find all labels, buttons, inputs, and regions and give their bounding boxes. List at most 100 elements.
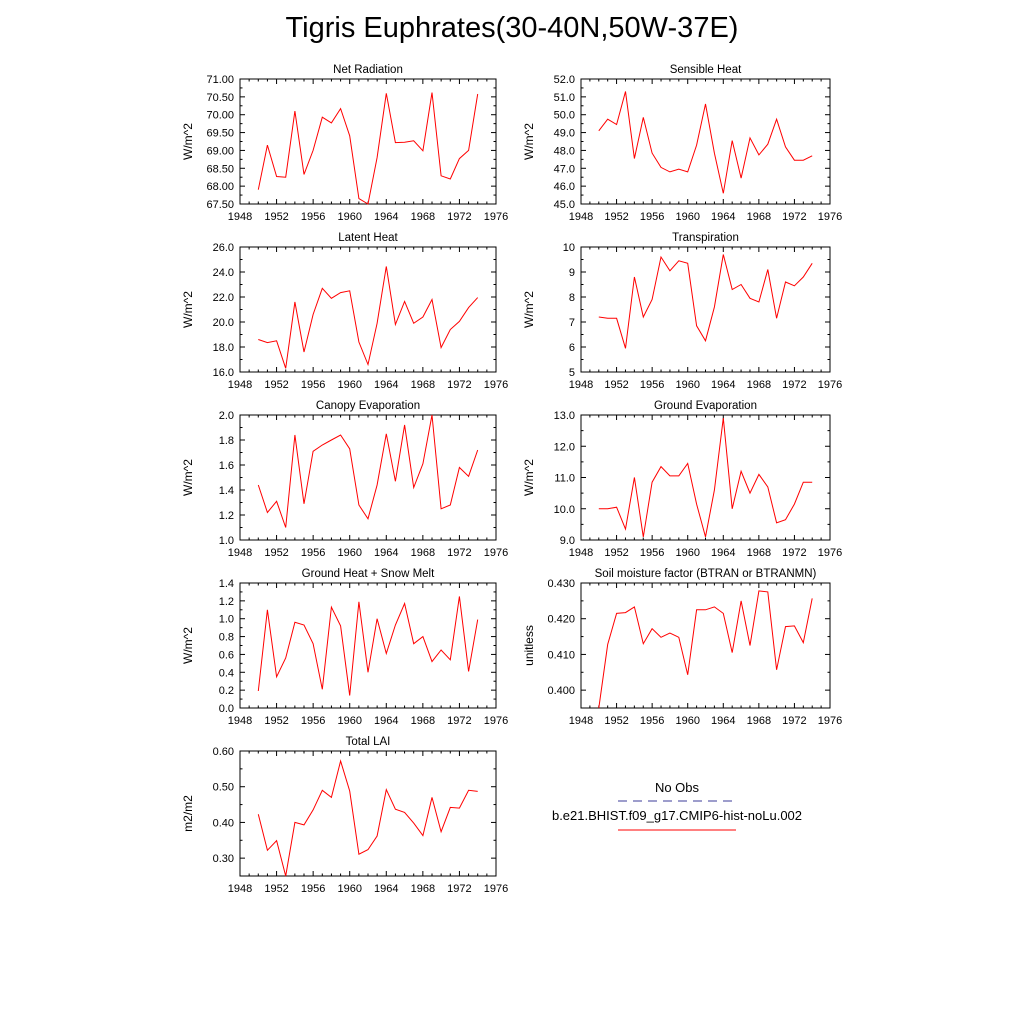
y-tick-label: 1.8 [219,435,234,447]
plot-frame [239,582,497,709]
y-tick-label: 1.6 [219,460,234,472]
y-tick-label: 70.00 [206,110,234,122]
y-tick-label: 1.0 [219,535,234,547]
y-tick-label: 0.30 [213,853,234,865]
x-tick-label: 1976 [818,211,842,223]
x-tick-label: 1948 [228,547,252,559]
panel-3: Latent Heat W/m^2 1948 1952 1956 1960 1964 1968… [181,232,508,391]
y-tick-label: 12.0 [554,441,575,453]
x-tick-label: 1968 [411,379,435,391]
panel-title: Sensible Heat [670,64,742,76]
panel-9: Total LAI m2/m2 1948 1952 1956 1960 1964 1968 19… [181,736,508,895]
x-tick-label: 1960 [337,883,361,895]
y-tick-label: 11.0 [554,473,575,485]
y-tick-label: 1.4 [219,578,234,590]
series-line [598,590,813,709]
y-tick-label: 47.0 [554,163,575,175]
y-tick-label: 0.6 [219,649,234,661]
y-tick-label: 48.0 [554,145,575,157]
plot-frame [239,750,497,877]
x-tick-label: 1948 [569,547,593,559]
y-tick-label: 52.0 [554,74,575,86]
legend: No Obs b.e21.BHIST.f09_g17.CMIP6-hist-no… [552,780,802,831]
x-tick-label: 1964 [374,211,398,223]
x-tick-label: 1964 [374,883,398,895]
x-tick-label: 1972 [782,547,806,559]
x-tick-label: 1960 [337,379,361,391]
x-tick-label: 1952 [604,379,628,391]
series-line [257,414,479,528]
x-tick-label: 1952 [264,547,288,559]
y-tick-label: 51.0 [554,92,575,104]
x-tick-label: 1964 [711,715,735,727]
y-axis-label: m2/m2 [181,795,195,832]
x-tick-label: 1952 [264,211,288,223]
y-tick-label: 1.2 [219,510,234,522]
panel-title: Latent Heat [338,232,398,244]
x-tick-label: 1976 [484,883,508,895]
x-tick-label: 1968 [411,547,435,559]
y-axis-label: W/m^2 [181,459,195,496]
panel-title: Soil moisture factor (BTRAN or BTRANMN) [595,568,817,580]
panel-title: Total LAI [346,736,391,748]
x-tick-label: 1968 [411,211,435,223]
y-tick-label: 9 [569,267,575,279]
y-tick-label: 49.0 [554,128,575,140]
y-axis-label: W/m^2 [522,123,536,160]
y-tick-label: 0.420 [547,614,575,626]
x-tick-label: 1956 [301,547,325,559]
plot-frame [580,582,831,709]
x-tick-label: 1972 [782,715,806,727]
panel-title: Transpiration [672,232,739,244]
y-tick-label: 67.50 [206,199,234,211]
series-line [257,92,479,205]
y-tick-label: 20.0 [213,317,234,329]
x-tick-label: 1968 [747,547,771,559]
y-tick-label: 9.0 [560,535,575,547]
panel-7: Ground Heat + Snow Melt W/m^2 1948 1952 1956… [181,568,508,727]
panel-8: Soil moisture factor (BTRAN or BTRANMN) u… [522,568,842,727]
x-tick-label: 1960 [675,547,699,559]
x-tick-label: 1964 [374,547,398,559]
x-tick-label: 1956 [640,547,664,559]
y-tick-label: 26.0 [213,242,234,254]
y-axis-label: W/m^2 [181,291,195,328]
x-tick-label: 1964 [374,379,398,391]
x-tick-label: 1960 [675,379,699,391]
y-tick-label: 0.430 [547,578,575,590]
x-tick-label: 1972 [447,211,471,223]
y-tick-label: 24.0 [213,267,234,279]
y-tick-label: 50.0 [554,110,575,122]
x-tick-label: 1956 [640,379,664,391]
x-tick-label: 1972 [447,379,471,391]
panel-4: Transpiration W/m^2 1948 1952 1956 1960 1964 19… [522,232,842,391]
page-title: Tigris Euphrates(30-40N,50W-37E) [285,12,739,44]
series-line [257,596,479,696]
y-tick-label: 10 [563,242,575,254]
plot-frame [580,78,831,205]
panel-title: Canopy Evaporation [316,400,420,412]
x-tick-label: 1964 [711,379,735,391]
y-tick-label: 13.0 [554,410,575,422]
x-tick-label: 1960 [337,715,361,727]
x-tick-label: 1956 [301,715,325,727]
x-tick-label: 1948 [228,211,252,223]
x-tick-label: 1972 [447,883,471,895]
x-tick-label: 1968 [411,715,435,727]
y-tick-label: 68.00 [206,181,234,193]
panel-title: Net Radiation [333,64,403,76]
x-tick-label: 1976 [484,211,508,223]
y-tick-label: 0.60 [213,746,234,758]
y-tick-label: 1.2 [219,596,234,608]
x-tick-label: 1956 [640,715,664,727]
y-tick-label: 0.2 [219,685,234,697]
panel-1: Net Radiation W/m^2 1948 1952 1956 1960 1964 19… [181,64,508,223]
y-tick-label: 0.400 [547,685,575,697]
y-axis-label: W/m^2 [522,459,536,496]
y-axis-label: unitless [522,625,536,666]
x-tick-label: 1948 [569,379,593,391]
x-tick-label: 1968 [747,715,771,727]
x-tick-label: 1968 [411,883,435,895]
y-axis-label: W/m^2 [522,291,536,328]
x-tick-label: 1968 [747,379,771,391]
